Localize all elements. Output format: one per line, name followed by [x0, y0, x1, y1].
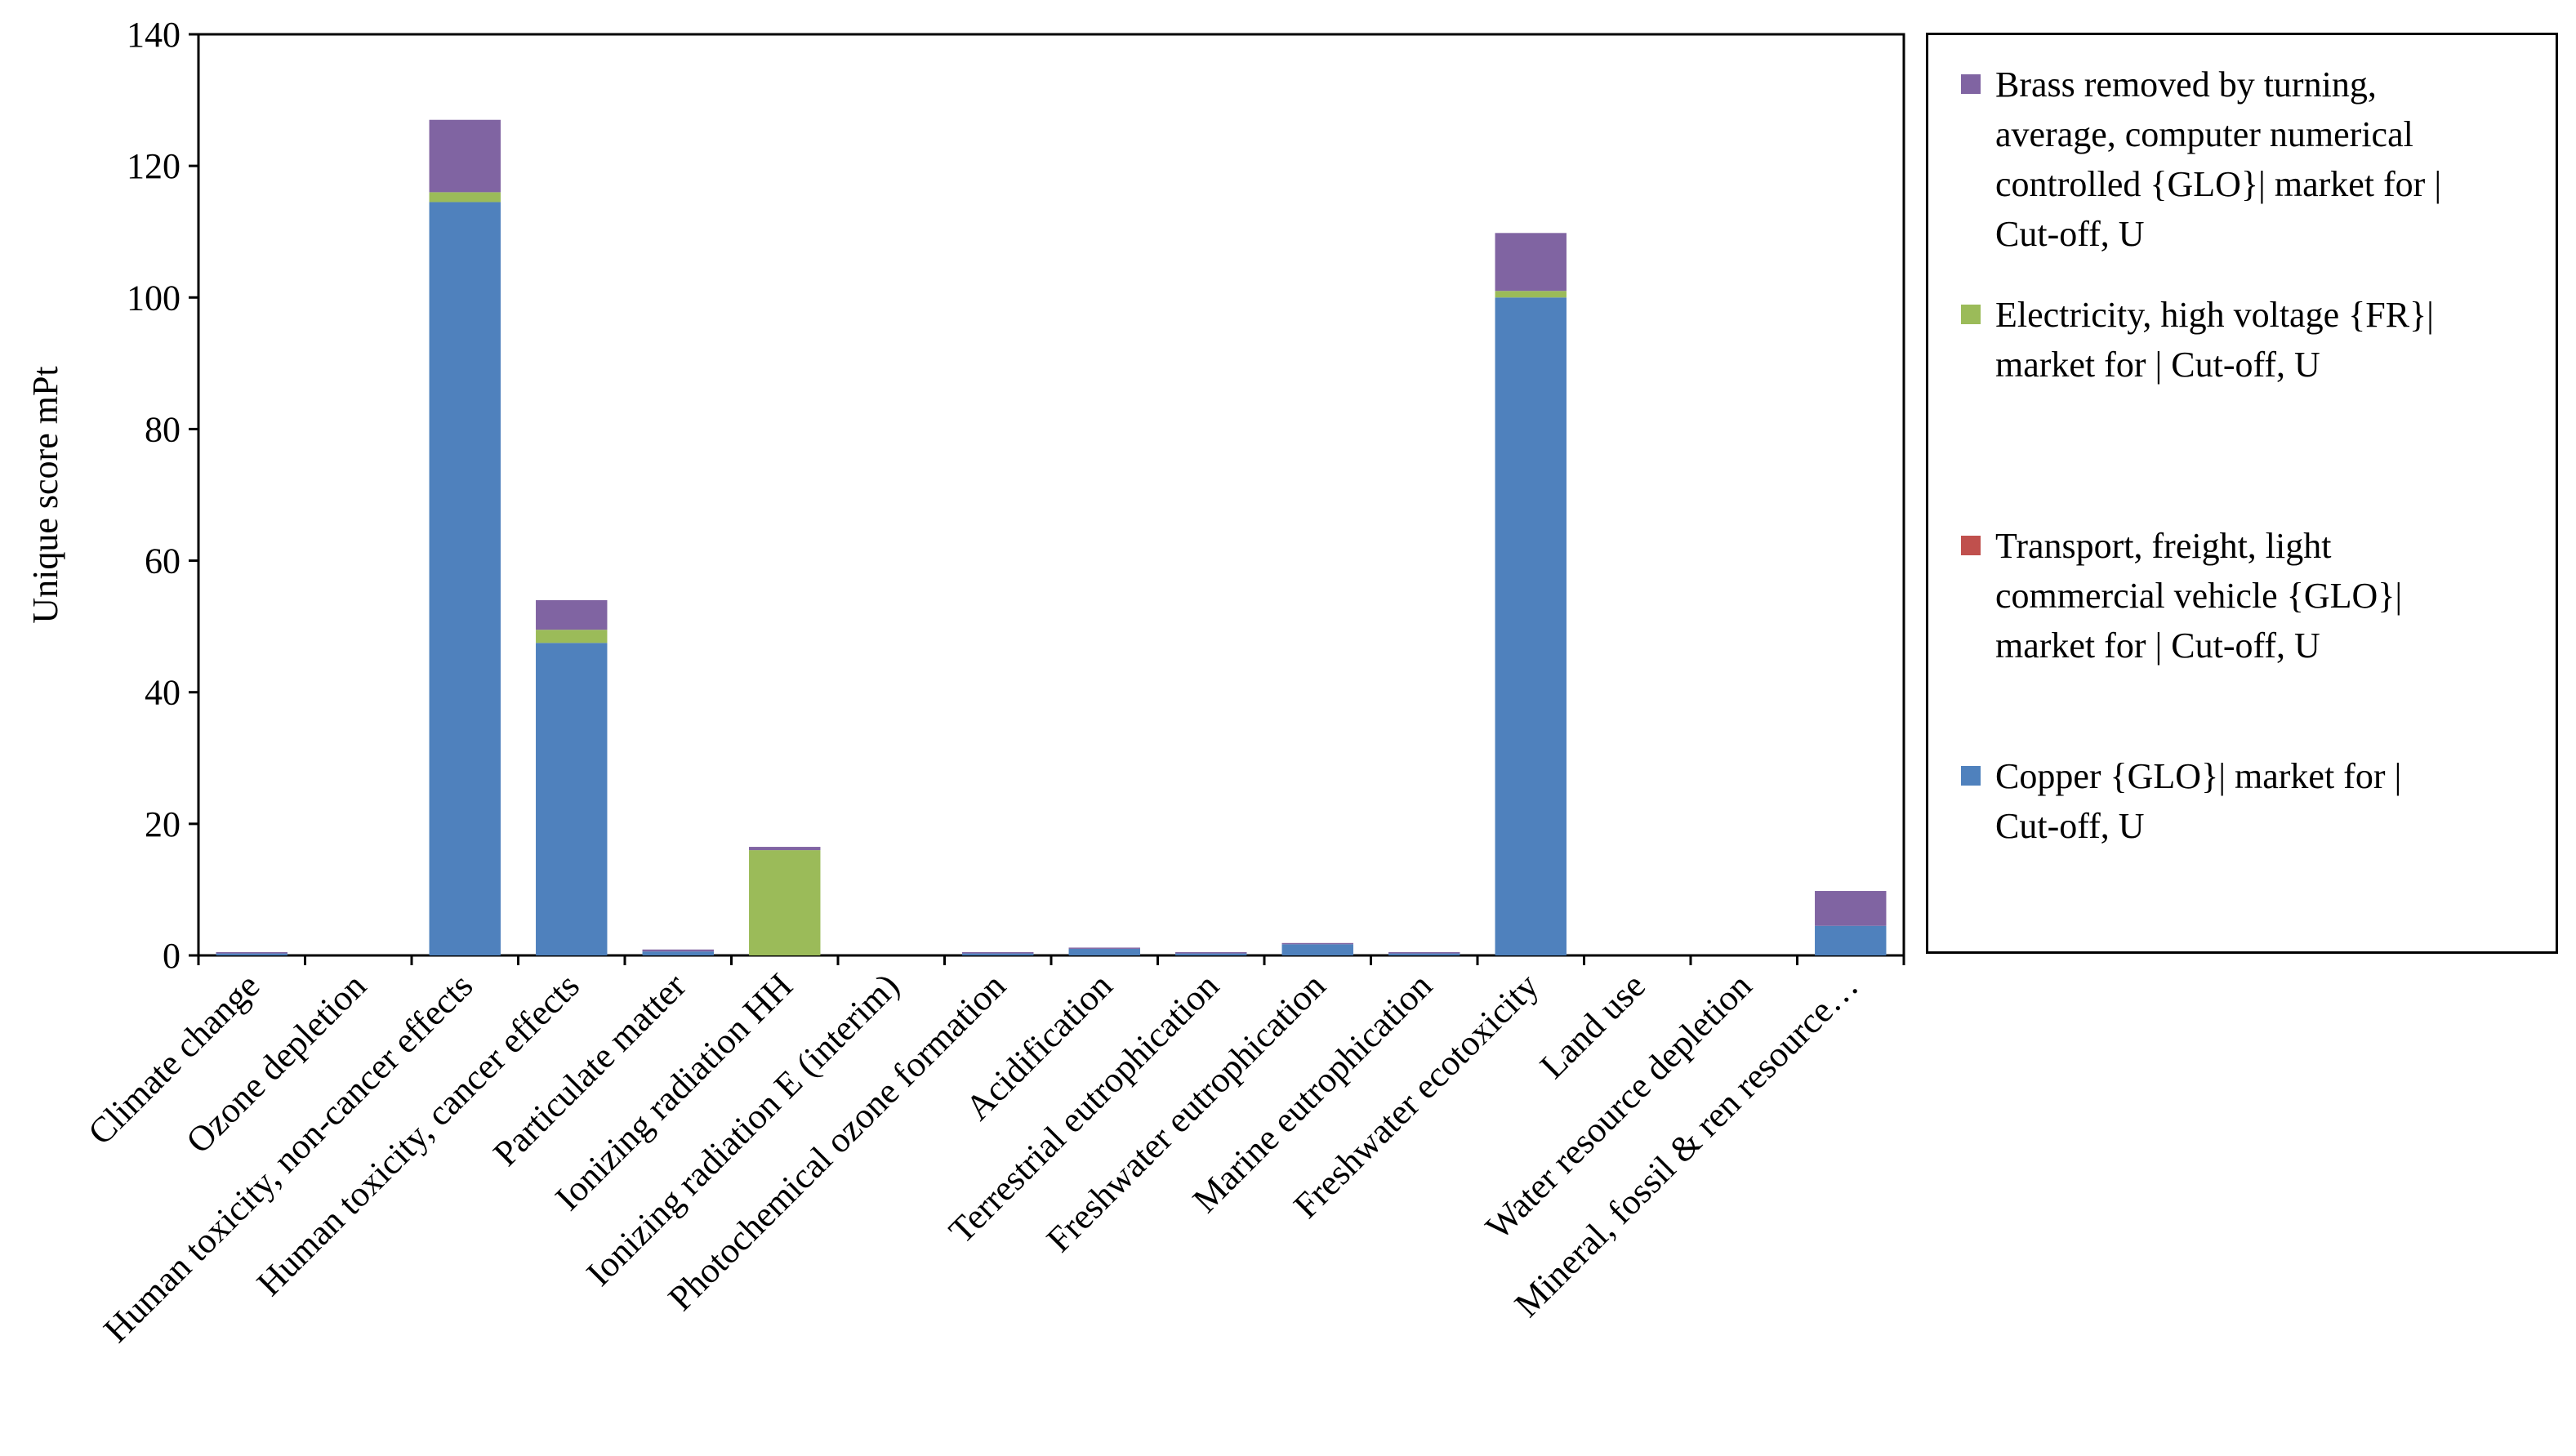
legend-text-transport: Transport, freight, light commercial veh…: [1995, 521, 2534, 670]
legend-swatch-brass: [1961, 74, 1981, 94]
bar-segment: [429, 192, 501, 203]
x-category-label: Ozone depletion: [178, 965, 373, 1160]
legend-text-electricity: Electricity, high voltage {FR}| market f…: [1995, 290, 2534, 390]
bar-segment: [429, 119, 501, 193]
y-tick-label: 0: [163, 936, 180, 976]
y-tick-label: 120: [127, 146, 180, 186]
bar-segment: [216, 953, 287, 955]
y-tick-label: 80: [145, 409, 180, 449]
legend-swatch-copper: [1961, 766, 1981, 786]
bar-segment: [1495, 233, 1567, 292]
bar-segment: [1281, 942, 1353, 945]
bar-segment: [642, 951, 714, 955]
legend-line: Cut-off, U: [1995, 214, 2145, 254]
legend-line: Copper {GLO}| market for |: [1995, 756, 2402, 796]
bar-segment: [1281, 944, 1353, 955]
legend-entry-transport: Transport, freight, light commercial veh…: [1961, 521, 2533, 676]
bar-segment: [429, 202, 501, 955]
legend-swatch-electricity: [1961, 305, 1981, 324]
bars: [197, 119, 1905, 965]
bar-segment: [1495, 297, 1567, 955]
y-tick-label: 60: [145, 541, 180, 581]
bar-segment: [642, 949, 714, 952]
bar-segment: [749, 850, 821, 955]
y-tick-label: 140: [127, 15, 180, 55]
legend-entry-electricity: Electricity, high voltage {FR}| market f…: [1961, 290, 2533, 396]
legend-line: Brass removed by turning,: [1995, 65, 2377, 105]
bar-segment: [749, 847, 821, 851]
bar-segment: [1388, 953, 1460, 955]
x-category-label: Particulate matter: [485, 965, 693, 1173]
legend-entry-copper: Copper {GLO}| market for | Cut-off, U: [1961, 751, 2533, 857]
bar-segment: [536, 630, 608, 643]
legend-line: market for | Cut-off, U: [1995, 345, 2320, 385]
bar-segment: [1815, 891, 1887, 926]
legend-line: market for | Cut-off, U: [1995, 626, 2320, 666]
bar-segment: [536, 643, 608, 955]
bar-segment: [1068, 947, 1140, 949]
y-tick-label: 20: [145, 804, 180, 844]
legend-line: commercial vehicle {GLO}|: [1995, 576, 2403, 616]
legend-line: Cut-off, U: [1995, 806, 2145, 846]
bar-segment: [1495, 291, 1567, 298]
bar-segment: [536, 599, 608, 630]
bar-segment: [1175, 953, 1247, 955]
y-axis: 0 20 40 60 80 100 120 140: [127, 15, 200, 976]
legend-text-copper: Copper {GLO}| market for | Cut-off, U: [1995, 751, 2534, 851]
bar-segment: [962, 951, 1034, 954]
bar-segment: [1815, 925, 1887, 955]
bar-segment: [1388, 951, 1460, 954]
legend-line: Electricity, high voltage {FR}|: [1995, 295, 2434, 335]
y-tick-label: 40: [145, 673, 180, 713]
bar-segment: [1068, 948, 1140, 955]
bar-segment: [1175, 951, 1247, 954]
legend-text-brass: Brass removed by turning, average, compu…: [1995, 60, 2534, 259]
legend-entry-brass: Brass removed by turning, average, compu…: [1961, 60, 2533, 264]
legend-line: controlled {GLO}| market for |: [1995, 164, 2442, 204]
bar-segment: [962, 953, 1034, 955]
legend: Brass removed by turning, average, compu…: [1926, 33, 2558, 954]
legend-line: average, computer numerical: [1995, 114, 2413, 154]
legend-swatch-transport: [1961, 536, 1981, 555]
bar-segment: [216, 951, 287, 954]
legend-line: Transport, freight, light: [1995, 526, 2332, 566]
y-axis-title: Unique score mPt: [25, 366, 65, 623]
y-tick-label: 100: [127, 278, 180, 318]
